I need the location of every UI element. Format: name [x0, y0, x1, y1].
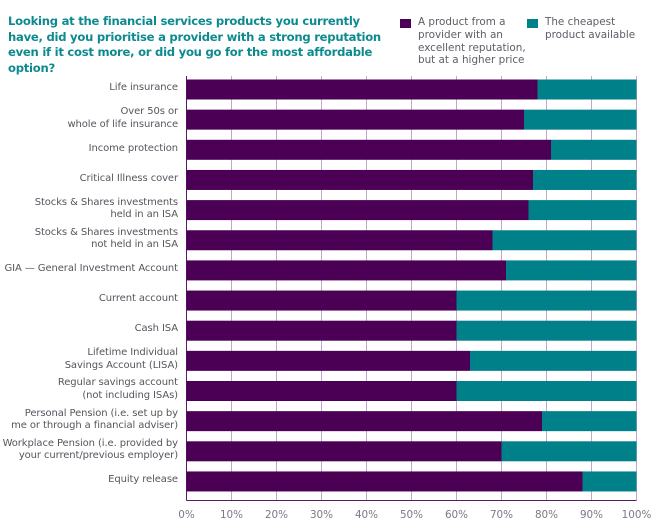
bar-reputation: [186, 200, 529, 221]
x-tick-label: 10%: [219, 509, 244, 521]
x-tick-label: 20%: [264, 509, 289, 521]
category-label: Current account: [98, 293, 178, 305]
x-tick-label: 40%: [354, 509, 379, 521]
bar-reputation: [186, 139, 551, 160]
legend-swatch-reputation: [400, 19, 411, 28]
bar-reputation: [186, 350, 470, 371]
bar-cheapest: [492, 230, 637, 251]
x-tick-label: 90%: [579, 509, 604, 521]
category-label: GIA — General Investment Account: [4, 263, 179, 275]
bar-reputation: [186, 79, 538, 100]
x-tick-label: 70%: [489, 509, 514, 521]
x-tick-label: 50%: [399, 509, 424, 521]
legend-label-reputation: A product from a provider with an excell…: [418, 16, 526, 67]
category-label: Over 50s or whole of life insurance: [67, 106, 178, 130]
bar-cheapest: [470, 350, 637, 371]
x-tick-label: 80%: [534, 509, 559, 521]
bar-reputation: [186, 290, 457, 311]
bar-cheapest: [456, 320, 637, 341]
bar-reputation: [186, 230, 493, 251]
x-tick-label: 0%: [178, 509, 195, 521]
bar-reputation: [186, 109, 524, 130]
category-label: Equity release: [108, 474, 178, 486]
bar-cheapest: [528, 200, 637, 221]
category-label: Stocks & Shares investments held in an I…: [34, 196, 178, 221]
category-label: Critical Illness cover: [79, 172, 178, 184]
bar-reputation: [186, 381, 457, 401]
x-tick-label: 30%: [309, 509, 334, 521]
category-label: Regular savings account (not including I…: [57, 377, 178, 401]
bar-cheapest: [582, 471, 637, 492]
bar-cheapest: [524, 109, 637, 130]
bar-cheapest: [456, 290, 637, 311]
bar-reputation: [186, 441, 502, 462]
bar-cheapest: [551, 139, 637, 160]
legend-item-cheapest: The cheapest product available: [527, 16, 635, 42]
category-label: Workplace Pension (i.e. provided by your…: [2, 437, 179, 462]
category-label: Stocks & Shares investments not held in …: [34, 226, 178, 251]
bar-reputation: [186, 260, 506, 281]
category-label: Personal Pension (i.e. set up by me or t…: [11, 407, 178, 432]
bar-cheapest: [456, 381, 637, 401]
chart-title: Looking at the financial services produc…: [8, 14, 381, 75]
legend-item-reputation: A product from a provider with an excell…: [400, 16, 526, 67]
category-label: Lifetime Individual Savings Account (LIS…: [64, 347, 178, 371]
bar-cheapest: [542, 411, 637, 432]
category-label: Cash ISA: [134, 323, 178, 335]
legend-label-cheapest: The cheapest product available: [545, 16, 636, 41]
bar-cheapest: [506, 260, 637, 281]
bar-reputation: [186, 411, 542, 432]
category-label: Income protection: [88, 142, 178, 154]
legend-swatch-cheapest: [527, 19, 538, 28]
bar-reputation: [186, 471, 583, 492]
bar-cheapest: [501, 441, 637, 462]
bar-reputation: [186, 320, 457, 341]
x-tick-label: 100%: [621, 509, 652, 521]
x-tick-label: 60%: [444, 509, 469, 521]
category-label: Life insurance: [109, 82, 178, 94]
bar-reputation: [186, 169, 533, 190]
bar-cheapest: [537, 79, 637, 100]
bar-cheapest: [533, 169, 637, 190]
